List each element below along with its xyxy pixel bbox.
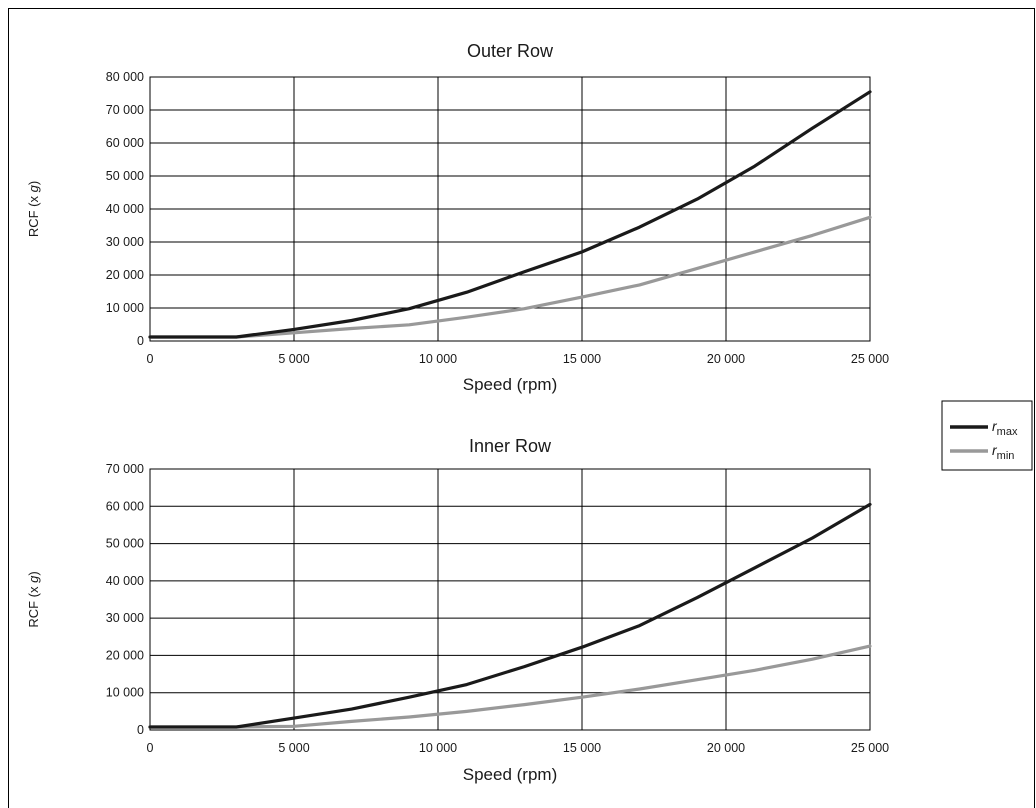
y-tick-label: 10 000 — [106, 686, 144, 700]
x-axis-label: Speed (rpm) — [463, 765, 557, 784]
x-tick-label: 10 000 — [419, 741, 457, 755]
x-tick-label: 20 000 — [707, 352, 745, 366]
x-tick-label: 0 — [147, 741, 154, 755]
x-tick-label: 5 000 — [278, 741, 309, 755]
y-tick-label: 40 000 — [106, 202, 144, 216]
y-tick-label: 30 000 — [106, 235, 144, 249]
x-tick-label: 10 000 — [419, 352, 457, 366]
series-line-rmax — [150, 92, 870, 337]
y-tick-label: 80 000 — [106, 70, 144, 84]
x-tick-label: 20 000 — [707, 741, 745, 755]
inner-row-chart: 0 10 000 20 000 30 000 40 000 50 000 60 000 70 … — [26, 436, 889, 784]
y-tick-label: 0 — [137, 723, 144, 737]
y-tick-label: 20 000 — [106, 648, 144, 662]
chart-title: Inner Row — [469, 436, 552, 456]
y-tick-label: 70 000 — [106, 462, 144, 476]
y-tick-label: 10 000 — [106, 301, 144, 315]
y-axis-label: RCF (x g) — [26, 181, 41, 237]
y-tick-label: 50 000 — [106, 537, 144, 551]
x-axis-label: Speed (rpm) — [463, 375, 557, 394]
plot-area-border — [150, 469, 870, 730]
y-tick-label: 50 000 — [106, 169, 144, 183]
x-tick-label: 0 — [147, 352, 154, 366]
y-tick-label: 70 000 — [106, 103, 144, 117]
x-tick-label: 25 000 — [851, 741, 889, 755]
y-tick-label: 60 000 — [106, 136, 144, 150]
y-tick-label: 60 000 — [106, 499, 144, 513]
chart-title: Outer Row — [467, 41, 554, 61]
series-line-rmax — [150, 504, 870, 727]
y-tick-label: 20 000 — [106, 268, 144, 282]
x-tick-label: 15 000 — [563, 352, 601, 366]
series-line-rmin — [150, 646, 870, 727]
x-tick-label: 15 000 — [563, 741, 601, 755]
y-tick-label: 30 000 — [106, 611, 144, 625]
legend-box — [942, 401, 1032, 470]
x-tick-label: 25 000 — [851, 352, 889, 366]
y-axis-label: RCF (x g) — [26, 571, 41, 627]
y-tick-label: 40 000 — [106, 574, 144, 588]
x-tick-label: 5 000 — [278, 352, 309, 366]
outer-row-chart: 0 10 000 20 000 30 000 40 000 50 000 60 000 70 … — [26, 41, 889, 394]
y-tick-label: 0 — [137, 334, 144, 348]
